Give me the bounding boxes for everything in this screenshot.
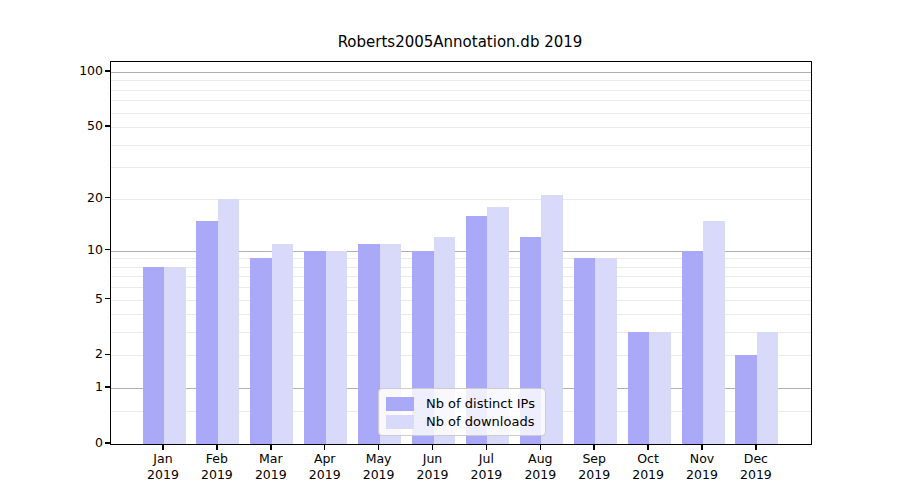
legend-swatch-distinct-ips xyxy=(386,397,414,411)
bar-distinct-ips xyxy=(358,244,380,444)
bar-distinct-ips xyxy=(628,332,650,444)
x-tick-year: 2019 xyxy=(726,467,786,483)
chart-title: Roberts2005Annotation.db 2019 xyxy=(110,33,810,51)
x-tick-month: Dec xyxy=(726,451,786,467)
y-tick xyxy=(105,125,110,127)
x-tick-label: May2019 xyxy=(349,451,409,483)
legend-label-downloads: Nb of downloads xyxy=(426,414,534,429)
y-gridline-minor xyxy=(111,167,811,168)
x-tick-year: 2019 xyxy=(510,467,570,483)
bar-downloads xyxy=(757,332,779,444)
x-tick-year: 2019 xyxy=(403,467,463,483)
bar-distinct-ips xyxy=(735,355,757,444)
x-tick xyxy=(593,445,595,450)
y-tick xyxy=(105,386,110,388)
bar-downloads xyxy=(164,267,186,444)
figure: Roberts2005Annotation.db 2019 0 1 2 5 10 20 50… xyxy=(0,0,900,500)
bar-distinct-ips xyxy=(143,267,165,444)
bar-downloads xyxy=(326,251,348,444)
y-tick xyxy=(105,70,110,72)
legend-swatch-downloads xyxy=(386,415,414,429)
x-tick-label: Jan2019 xyxy=(133,451,193,483)
bar-distinct-ips xyxy=(250,258,272,444)
legend-label-distinct-ips: Nb of distinct IPs xyxy=(426,396,535,411)
x-tick-label: Mar2019 xyxy=(241,451,301,483)
bar-downloads xyxy=(272,244,294,444)
x-tick-label: Aug2019 xyxy=(510,451,570,483)
bar-downloads xyxy=(595,258,617,444)
x-tick-label: Jul2019 xyxy=(456,451,516,483)
x-tick-label: Jun2019 xyxy=(403,451,463,483)
x-tick xyxy=(486,445,488,450)
x-tick-year: 2019 xyxy=(295,467,355,483)
legend: Nb of distinct IPs Nb of downloads xyxy=(378,388,546,436)
x-tick-year: 2019 xyxy=(618,467,678,483)
x-tick xyxy=(701,445,703,450)
x-tick-month: Aug xyxy=(510,451,570,467)
x-tick-year: 2019 xyxy=(133,467,193,483)
x-tick-label: Oct2019 xyxy=(618,451,678,483)
y-tick-label: 10 xyxy=(63,243,103,257)
x-tick-month: May xyxy=(349,451,409,467)
y-gridline-minor xyxy=(111,127,811,128)
x-tick xyxy=(162,445,164,450)
x-tick-year: 2019 xyxy=(187,467,247,483)
y-tick-label: 1 xyxy=(63,380,103,394)
legend-item-distinct-ips: Nb of distinct IPs xyxy=(386,396,536,411)
y-tick-label: 2 xyxy=(63,347,103,361)
y-tick-label: 50 xyxy=(63,119,103,133)
y-tick-label: 20 xyxy=(63,191,103,205)
x-tick-label: Feb2019 xyxy=(187,451,247,483)
x-tick-month: Jan xyxy=(133,451,193,467)
x-tick-year: 2019 xyxy=(672,467,732,483)
x-tick-month: Jul xyxy=(456,451,516,467)
x-tick-label: Nov2019 xyxy=(672,451,732,483)
x-tick xyxy=(432,445,434,450)
y-gridline-minor xyxy=(111,199,811,200)
x-tick-label: Sep2019 xyxy=(564,451,624,483)
y-tick xyxy=(105,442,110,444)
y-tick xyxy=(105,197,110,199)
bar-distinct-ips xyxy=(682,251,704,444)
x-tick xyxy=(324,445,326,450)
x-tick-label: Apr2019 xyxy=(295,451,355,483)
bar-distinct-ips xyxy=(304,251,326,444)
x-tick-month: Oct xyxy=(618,451,678,467)
x-tick xyxy=(270,445,272,450)
y-tick xyxy=(105,298,110,300)
bar-distinct-ips xyxy=(574,258,596,444)
x-tick xyxy=(540,445,542,450)
x-tick-year: 2019 xyxy=(456,467,516,483)
bar-downloads xyxy=(218,199,240,444)
x-tick-month: Apr xyxy=(295,451,355,467)
x-tick xyxy=(647,445,649,450)
x-tick-label: Dec2019 xyxy=(726,451,786,483)
x-tick-year: 2019 xyxy=(349,467,409,483)
x-tick xyxy=(216,445,218,450)
y-gridline-minor xyxy=(111,90,811,91)
y-tick xyxy=(105,249,110,251)
y-tick-label: 5 xyxy=(63,292,103,306)
y-gridline-minor xyxy=(111,113,811,114)
x-tick-month: Sep xyxy=(564,451,624,467)
y-tick xyxy=(105,354,110,356)
bar-downloads xyxy=(703,221,725,445)
y-gridline-major xyxy=(111,72,811,73)
x-tick-month: Nov xyxy=(672,451,732,467)
y-tick-label: 100 xyxy=(63,64,103,78)
x-tick-month: Jun xyxy=(403,451,463,467)
x-tick-year: 2019 xyxy=(564,467,624,483)
x-tick-year: 2019 xyxy=(241,467,301,483)
x-tick-month: Feb xyxy=(187,451,247,467)
y-tick-label: 0 xyxy=(63,436,103,450)
legend-item-downloads: Nb of downloads xyxy=(386,414,536,429)
y-gridline-minor xyxy=(111,100,811,101)
x-tick xyxy=(755,445,757,450)
x-tick-month: Mar xyxy=(241,451,301,467)
x-tick xyxy=(378,445,380,450)
y-gridline-minor xyxy=(111,80,811,81)
bar-downloads xyxy=(649,332,671,444)
y-gridline-minor xyxy=(111,145,811,146)
bar-distinct-ips xyxy=(196,221,218,445)
